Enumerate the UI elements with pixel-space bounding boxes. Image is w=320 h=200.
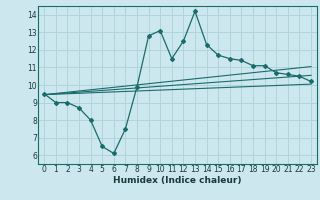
X-axis label: Humidex (Indice chaleur): Humidex (Indice chaleur) [113, 176, 242, 185]
